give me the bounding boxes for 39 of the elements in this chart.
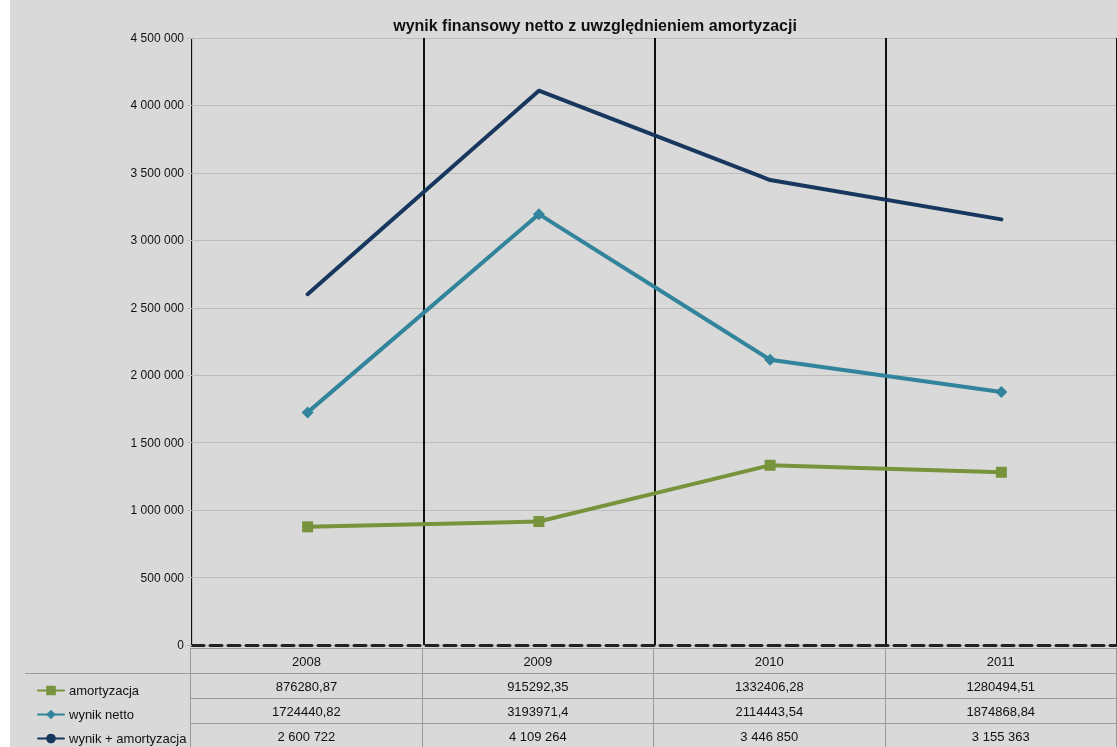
legend-label: amortyzacja bbox=[69, 683, 140, 698]
legend-label: wynik + amortyzacja bbox=[68, 731, 188, 746]
y-tick-label: 4 500 000 bbox=[130, 31, 185, 45]
data-label: 1280494,51 bbox=[885, 673, 1117, 699]
data-label: 2114443,54 bbox=[653, 698, 886, 724]
point bbox=[995, 386, 1008, 399]
y-tick-label: 0 bbox=[177, 638, 185, 652]
point bbox=[764, 353, 777, 366]
data-label: 1874868,84 bbox=[885, 698, 1117, 724]
y-tick-label: 2 000 000 bbox=[130, 368, 185, 383]
point bbox=[764, 459, 776, 471]
y-tick-label: 3 500 000 bbox=[130, 165, 185, 180]
point bbox=[533, 516, 545, 528]
y-tick-label: 3 000 000 bbox=[130, 233, 185, 248]
y-tick-label: 4 000 000 bbox=[130, 98, 185, 113]
y-tick-label: 1 500 000 bbox=[130, 435, 185, 450]
x-tick-label: 2008 bbox=[190, 648, 423, 674]
x-tick-label: 2010 bbox=[653, 648, 886, 674]
data-label: 3193971,4 bbox=[422, 698, 654, 724]
point bbox=[301, 406, 314, 419]
data-label: 3 446 850 bbox=[653, 723, 886, 747]
y-tick-label: 2 500 000 bbox=[130, 300, 185, 315]
point bbox=[532, 208, 545, 221]
point bbox=[995, 466, 1007, 478]
y-tick-label: 1 000 000 bbox=[130, 503, 185, 518]
data-label: 3 155 363 bbox=[885, 723, 1117, 747]
x-tick-label: 2009 bbox=[422, 648, 654, 674]
data-label: 2 600 722 bbox=[190, 723, 423, 747]
line-series bbox=[305, 88, 1004, 297]
chart-title: wynik finansowy netto z uwzględnieniem amortyzacji bbox=[392, 16, 797, 34]
y-tick-label: 500 000 bbox=[140, 570, 185, 585]
data-label: 915292,35 bbox=[422, 673, 654, 699]
point bbox=[302, 521, 314, 533]
legend-label: wynik netto bbox=[68, 707, 135, 722]
data-label: 876280,87 bbox=[190, 673, 423, 699]
x-tick-label: 2011 bbox=[885, 648, 1117, 674]
data-label: 1332406,28 bbox=[653, 673, 886, 699]
data-label: 4 109 264 bbox=[422, 723, 654, 747]
data-label: 1724440,82 bbox=[190, 698, 423, 724]
